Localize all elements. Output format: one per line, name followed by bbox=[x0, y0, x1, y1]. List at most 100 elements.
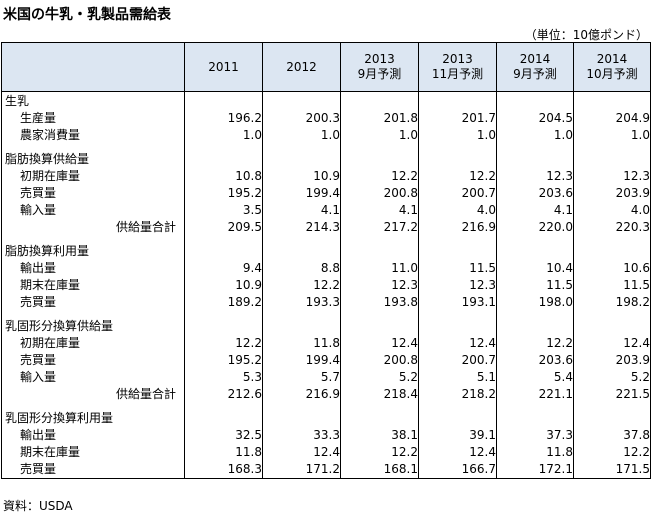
value-cell: 203.9 bbox=[573, 352, 651, 369]
column-header: 2013 11月予測 bbox=[418, 42, 497, 92]
value-cell: 12.2 bbox=[184, 335, 263, 352]
value-cell: 201.7 bbox=[418, 110, 497, 127]
value-cell: 12.2 bbox=[496, 335, 574, 352]
row-label: 初期在庫量 bbox=[1, 335, 185, 352]
value-cell: 12.4 bbox=[573, 335, 651, 352]
row-label: 輸入量 bbox=[1, 369, 185, 386]
table-row: 供給量合計 212.6 216.9 218.4 218.2 221.1 221.5 bbox=[1, 386, 651, 403]
unit-note: （単位：10億ポンド） bbox=[524, 28, 648, 42]
value-cell: 12.3 bbox=[496, 168, 574, 185]
section-heading-row: 乳固形分換算供給量 bbox=[1, 318, 651, 335]
value-cell: 11.0 bbox=[340, 260, 419, 277]
value-cell: 5.7 bbox=[262, 369, 341, 386]
value-cell: 10.9 bbox=[184, 277, 263, 294]
value-cell: 10.6 bbox=[573, 260, 651, 277]
value-cell: 203.6 bbox=[496, 185, 574, 202]
row-label: 売買量 bbox=[1, 185, 185, 202]
value-cell: 195.2 bbox=[184, 352, 263, 369]
section-gap bbox=[1, 236, 651, 243]
table-row: 農家消費量 1.0 1.0 1.0 1.0 1.0 1.0 bbox=[1, 127, 651, 144]
header-row: 2011 2012 2013 9月予測 2013 11月予測 2014 9月予測 20… bbox=[1, 42, 651, 92]
table-row: 輸入量 5.3 5.7 5.2 5.1 5.4 5.2 bbox=[1, 369, 651, 386]
value-cell: 1.0 bbox=[496, 127, 574, 144]
value-cell: 195.2 bbox=[184, 185, 263, 202]
table-row: 供給量合計 209.5 214.3 217.2 216.9 220.0 220.3 bbox=[1, 219, 651, 236]
value-cell: 11.5 bbox=[418, 260, 497, 277]
value-cell: 212.6 bbox=[184, 386, 263, 403]
value-cell: 5.2 bbox=[573, 369, 651, 386]
value-cell: 12.3 bbox=[573, 168, 651, 185]
value-cell: 38.1 bbox=[340, 427, 419, 444]
table-row: 輸出量 32.5 33.3 38.1 39.1 37.3 37.8 bbox=[1, 427, 651, 444]
table-body: 生乳 生産量 196.2 200.3 201.8 201.7 204.5 204.9 農家消費量… bbox=[1, 91, 651, 479]
value-cell: 193.1 bbox=[418, 294, 497, 311]
table-row: 期末在庫量 11.8 12.4 12.2 12.4 11.8 12.2 bbox=[1, 444, 651, 461]
value-cell: 8.8 bbox=[262, 260, 341, 277]
value-cell: 12.3 bbox=[340, 277, 419, 294]
value-cell: 198.2 bbox=[573, 294, 651, 311]
row-label: 期末在庫量 bbox=[1, 277, 185, 294]
value-cell: 220.3 bbox=[573, 219, 651, 236]
value-cell: 39.1 bbox=[418, 427, 497, 444]
section-heading-row: 脂肪換算利用量 bbox=[1, 243, 651, 260]
section-heading-row: 生乳 bbox=[1, 91, 651, 110]
value-cell: 204.5 bbox=[496, 110, 574, 127]
table-row: 初期在庫量 12.2 11.8 12.4 12.4 12.2 12.4 bbox=[1, 335, 651, 352]
table-row: 初期在庫量 10.8 10.9 12.2 12.2 12.3 12.3 bbox=[1, 168, 651, 185]
value-cell: 168.1 bbox=[340, 461, 419, 479]
value-cell: 5.1 bbox=[418, 369, 497, 386]
section-heading: 生乳 bbox=[1, 91, 185, 110]
value-cell: 1.0 bbox=[418, 127, 497, 144]
value-cell: 12.2 bbox=[340, 168, 419, 185]
row-label: 農家消費量 bbox=[1, 127, 185, 144]
value-cell: 1.0 bbox=[573, 127, 651, 144]
value-cell: 200.7 bbox=[418, 185, 497, 202]
value-cell: 200.8 bbox=[340, 352, 419, 369]
value-cell: 12.4 bbox=[340, 335, 419, 352]
table-row: 売買量 195.2 199.4 200.8 200.7 203.6 203.9 bbox=[1, 352, 651, 369]
value-cell: 171.2 bbox=[262, 461, 341, 479]
value-cell: 37.3 bbox=[496, 427, 574, 444]
value-cell: 12.3 bbox=[418, 277, 497, 294]
value-cell: 5.3 bbox=[184, 369, 263, 386]
value-cell: 33.3 bbox=[262, 427, 341, 444]
header-blank-cell bbox=[1, 42, 185, 92]
table-row: 生産量 196.2 200.3 201.8 201.7 204.5 204.9 bbox=[1, 110, 651, 127]
value-cell: 11.5 bbox=[573, 277, 651, 294]
value-cell: 11.8 bbox=[184, 444, 263, 461]
value-cell: 5.4 bbox=[496, 369, 574, 386]
section-gap bbox=[1, 403, 651, 410]
row-label: 期末在庫量 bbox=[1, 444, 185, 461]
row-label: 売買量 bbox=[1, 352, 185, 369]
table-row: 輸出量 9.4 8.8 11.0 11.5 10.4 10.6 bbox=[1, 260, 651, 277]
value-cell: 12.4 bbox=[418, 335, 497, 352]
value-cell: 172.1 bbox=[496, 461, 574, 479]
value-cell: 11.8 bbox=[496, 444, 574, 461]
value-cell: 4.1 bbox=[340, 202, 419, 219]
row-label: 売買量 bbox=[1, 294, 185, 311]
value-cell: 196.2 bbox=[184, 110, 263, 127]
table-row: 期末在庫量 10.9 12.2 12.3 12.3 11.5 11.5 bbox=[1, 277, 651, 294]
value-cell: 1.0 bbox=[184, 127, 263, 144]
value-cell: 1.0 bbox=[262, 127, 341, 144]
value-cell: 11.5 bbox=[496, 277, 574, 294]
value-cell: 200.8 bbox=[340, 185, 419, 202]
section-heading: 乳固形分換算供給量 bbox=[1, 318, 185, 335]
value-cell: 171.5 bbox=[573, 461, 651, 479]
value-cell: 200.7 bbox=[418, 352, 497, 369]
value-cell: 193.3 bbox=[262, 294, 341, 311]
value-cell: 201.8 bbox=[340, 110, 419, 127]
row-label: 輸入量 bbox=[1, 202, 185, 219]
value-cell: 9.4 bbox=[184, 260, 263, 277]
value-cell: 209.5 bbox=[184, 219, 263, 236]
row-label: 生産量 bbox=[1, 110, 185, 127]
column-header: 2014 10月予測 bbox=[573, 42, 651, 92]
value-cell: 199.4 bbox=[262, 352, 341, 369]
row-label: 売買量 bbox=[1, 461, 185, 479]
value-cell: 10.4 bbox=[496, 260, 574, 277]
value-cell: 12.2 bbox=[573, 444, 651, 461]
row-label: 輸出量 bbox=[1, 260, 185, 277]
value-cell: 5.2 bbox=[340, 369, 419, 386]
row-label: 供給量合計 bbox=[1, 219, 185, 236]
value-cell: 166.7 bbox=[418, 461, 497, 479]
